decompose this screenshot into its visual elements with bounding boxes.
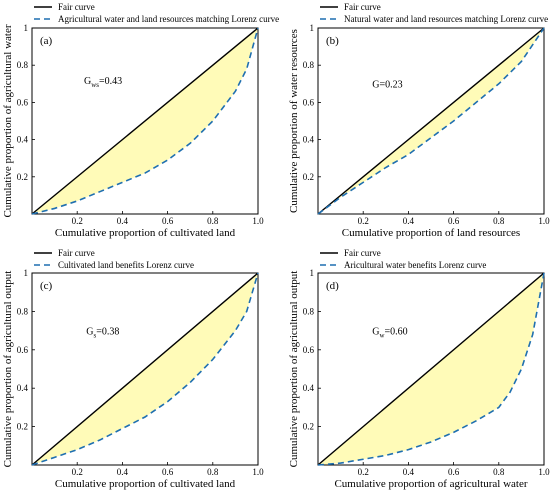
x-tick-label: 0.8: [493, 467, 505, 477]
x-tick-label: 1.0: [252, 216, 264, 226]
y-tick-label: 0.6: [17, 345, 29, 355]
gini-label: Gws=0.43: [84, 76, 122, 89]
panel-label: (d): [326, 280, 339, 292]
y-tick-label: 0.8: [17, 306, 29, 316]
panel-c: 0.2 0.4 0.6 0.8 1.0 0.2 0.4 0.6 0.8 1 (c) Gs=0.38 Fa…: [2, 248, 264, 490]
y-tick-label: 0.8: [303, 60, 315, 70]
y-axis-label: Cumulative proportion of agricultural wa…: [2, 24, 14, 217]
y-tick-label: 0.4: [17, 383, 29, 393]
plot-frame: [317, 272, 545, 466]
gini-value: =0.43: [99, 76, 122, 87]
x-tick-label: 0.6: [448, 467, 460, 477]
lorenz-curve-line: [31, 27, 259, 215]
fair-curve-line: [31, 272, 259, 466]
y-tick-label: 1: [310, 23, 315, 33]
y-axis-label: Cumulative proportion of agricultural ou…: [2, 271, 14, 468]
fair-curve-line: [317, 27, 545, 215]
legend-fair-label: Fair curve: [58, 2, 95, 12]
gini-subscript: ws: [91, 81, 99, 89]
x-tick-label: 1.0: [538, 467, 550, 477]
fair-curve-line: [317, 272, 545, 466]
x-tick-label: 0.8: [493, 216, 505, 226]
x-tick-label: 0.4: [403, 467, 415, 477]
x-tick-label: 0.6: [448, 216, 460, 226]
x-tick-label: 0.8: [207, 216, 219, 226]
panel-label: (a): [40, 35, 53, 47]
y-tick-label: 0.8: [303, 306, 315, 316]
legend-fair-label: Fair curve: [344, 248, 381, 258]
gini-label: Gs=0.38: [86, 326, 119, 339]
legend-lorenz-label: Aricultural water benefits Lorenz curve: [344, 260, 486, 270]
fair-curve-line: [31, 27, 259, 215]
legend-lorenz-label: Natural water and land resources matchin…: [344, 14, 548, 24]
plot-frame: [31, 272, 259, 466]
legend-fair-label: Fair curve: [344, 2, 381, 12]
gini-label: G=0.23: [372, 80, 402, 91]
y-tick-label: 0.6: [303, 97, 315, 107]
y-tick-label: 1: [24, 268, 29, 278]
x-axis-label: Cumulative proportion of cultivated land: [55, 478, 236, 490]
y-tick-label: 0.4: [303, 135, 315, 145]
y-tick-label: 0.4: [303, 383, 315, 393]
panel-label: (b): [326, 35, 339, 47]
panel-b: 0.2 0.4 0.6 0.8 1.0 0.2 0.4 0.6 0.8 1 (b) G=0.23 Fai…: [288, 2, 550, 239]
x-tick-label: 0.4: [117, 216, 129, 226]
y-tick-label: 0.2: [303, 172, 314, 182]
y-tick-label: 0.4: [17, 135, 29, 145]
plot-frame: [31, 27, 259, 215]
plot-frame: [317, 27, 545, 215]
lorenz-curve-line: [317, 27, 545, 215]
legend-fair-label: Fair curve: [58, 248, 95, 258]
y-axis-label: Cumulative proportion of water resources: [288, 29, 300, 213]
gini-symbol: G: [86, 326, 93, 337]
x-tick-label: 0.4: [403, 216, 415, 226]
y-tick-label: 1: [310, 268, 315, 278]
x-tick-label: 0.8: [207, 467, 219, 477]
x-axis-label: Cumulative proportion of agricultural wa…: [334, 478, 527, 490]
panel-label: (c): [40, 280, 53, 292]
x-axis-label: Cumulative proportion of land resources: [342, 227, 520, 239]
gini-subscript: s: [93, 331, 96, 339]
gini-value: =0.38: [96, 326, 119, 337]
gini-symbol: G: [372, 80, 379, 91]
y-tick-label: 0.2: [17, 172, 28, 182]
y-tick-label: 1: [24, 23, 29, 33]
x-tick-label: 0.2: [358, 467, 369, 477]
x-tick-label: 0.2: [72, 467, 83, 477]
lorenz-curve-line: [31, 272, 259, 466]
y-tick-label: 0.6: [303, 345, 315, 355]
y-tick-label: 0.6: [17, 97, 29, 107]
gini-value: =0.60: [385, 326, 408, 337]
x-tick-label: 0.2: [72, 216, 83, 226]
x-tick-label: 0.6: [162, 467, 174, 477]
gini-subscript: w: [379, 331, 385, 339]
x-tick-label: 1.0: [538, 216, 550, 226]
y-tick-label: 0.2: [303, 422, 314, 432]
panel-a: 0.2 0.4 0.6 0.8 1.0 0.2 0.4 0.6 0.8 1 (a) Gws=0.43 F…: [2, 2, 279, 239]
x-tick-label: 0.2: [358, 216, 369, 226]
x-tick-label: 1.0: [252, 467, 264, 477]
y-axis-label: Cumulative proportion of agricultural ou…: [288, 271, 300, 468]
panel-d: 0.2 0.4 0.6 0.8 1.0 0.2 0.4 0.6 0.8 1 (d) Gw=0.60 Fa…: [288, 248, 550, 490]
gini-symbol: G: [372, 326, 379, 337]
x-tick-label: 0.4: [117, 467, 129, 477]
x-tick-label: 0.6: [162, 216, 174, 226]
legend-lorenz-label: Agricultural water and land resources ma…: [58, 14, 279, 24]
lorenz-curve-line: [317, 272, 545, 466]
gini-label: Gw=0.60: [372, 326, 407, 339]
x-axis-label: Cumulative proportion of cultivated land: [55, 227, 236, 239]
y-tick-label: 0.8: [17, 60, 29, 70]
gini-value: =0.23: [379, 80, 402, 91]
y-tick-label: 0.2: [17, 422, 28, 432]
legend-lorenz-label: Cultivated land benefits Lorenz curve: [58, 260, 194, 270]
gini-symbol: G: [84, 76, 91, 87]
